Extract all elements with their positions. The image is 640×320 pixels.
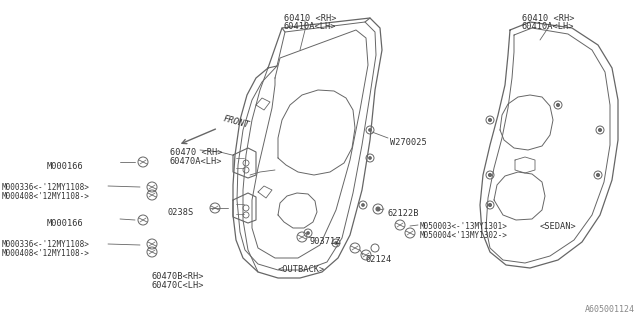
Text: 60470C<LH>: 60470C<LH>	[152, 281, 205, 290]
Text: M000408<'12MY1108->: M000408<'12MY1108->	[2, 249, 90, 258]
Circle shape	[488, 118, 492, 122]
Circle shape	[488, 204, 492, 206]
Text: 60470B<RH>: 60470B<RH>	[152, 272, 205, 281]
Text: M000336<-'12MY1108>: M000336<-'12MY1108>	[2, 240, 90, 249]
Text: <OUTBACK>: <OUTBACK>	[278, 265, 325, 274]
Circle shape	[488, 173, 492, 177]
Text: M000408<'12MY1108->: M000408<'12MY1108->	[2, 192, 90, 201]
Circle shape	[307, 231, 310, 235]
Text: 62122B: 62122B	[388, 209, 419, 218]
Text: M050004<'13MY1302->: M050004<'13MY1302->	[420, 231, 508, 240]
Circle shape	[369, 129, 371, 132]
Text: M050003<-'13MY1301>: M050003<-'13MY1301>	[420, 222, 508, 231]
Circle shape	[598, 129, 602, 132]
Circle shape	[557, 103, 559, 107]
Text: 62124: 62124	[365, 255, 391, 264]
Text: 0238S: 0238S	[167, 208, 193, 217]
Circle shape	[369, 156, 371, 159]
Text: 60470 <RH>: 60470 <RH>	[170, 148, 223, 157]
Text: A605001124: A605001124	[585, 305, 635, 314]
Text: <SEDAN>: <SEDAN>	[540, 222, 577, 231]
Circle shape	[335, 242, 337, 244]
Text: 60410A<LH>: 60410A<LH>	[284, 22, 336, 31]
Text: 60470A<LH>: 60470A<LH>	[170, 157, 223, 166]
Text: 60410A<LH>: 60410A<LH>	[522, 22, 574, 31]
Circle shape	[596, 173, 600, 177]
Text: M000166: M000166	[47, 162, 84, 171]
Text: 60410 <RH>: 60410 <RH>	[284, 14, 336, 23]
Circle shape	[376, 207, 380, 211]
Text: M000166: M000166	[47, 219, 84, 228]
Circle shape	[362, 204, 365, 206]
Text: W270025: W270025	[390, 138, 427, 147]
Text: 60410 <RH>: 60410 <RH>	[522, 14, 574, 23]
Text: 90371Z: 90371Z	[310, 237, 342, 246]
Text: M000336<-'12MY1108>: M000336<-'12MY1108>	[2, 183, 90, 192]
Text: FRONT: FRONT	[222, 114, 250, 130]
